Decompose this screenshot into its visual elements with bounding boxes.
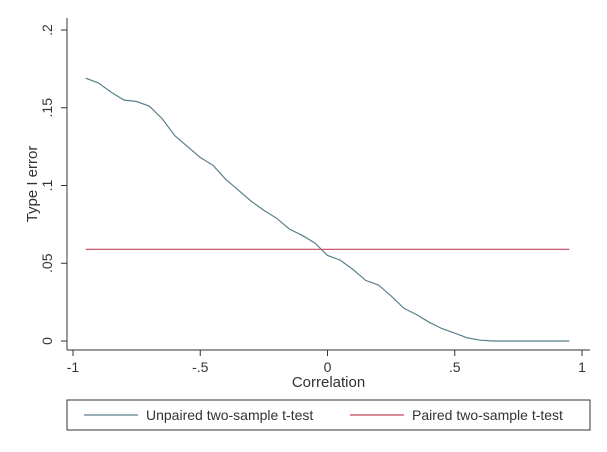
y-tick-label: .05 (39, 253, 55, 273)
y-axis-ticks: 0 .05 .1 .15 .2 (39, 24, 67, 345)
legend-box (66, 399, 591, 431)
legend: Unpaired two-sample t-test Paired two-sam… (66, 399, 591, 431)
x-tick-label: -.5 (192, 359, 209, 375)
x-tick-label: 0 (324, 359, 332, 375)
x-axis-title: Correlation (292, 374, 365, 391)
plot-area (85, 77, 570, 342)
y-tick-label: .1 (39, 179, 55, 191)
x-axis-ticks: -1 -.5 0 .5 1 (67, 350, 586, 375)
legend-label-2: Paired two-sample t-test (412, 407, 563, 423)
x-tick-label: .5 (449, 359, 461, 375)
y-tick-label: .15 (39, 98, 55, 118)
x-tick-label: 1 (578, 359, 586, 375)
y-axis-title: Type I error (24, 146, 41, 223)
series-line-1 (85, 77, 570, 342)
y-tick-label: 0 (39, 337, 55, 345)
x-tick-label: -1 (67, 359, 80, 375)
y-tick-label: .2 (39, 24, 55, 36)
legend-label-1: Unpaired two-sample t-test (146, 407, 313, 423)
